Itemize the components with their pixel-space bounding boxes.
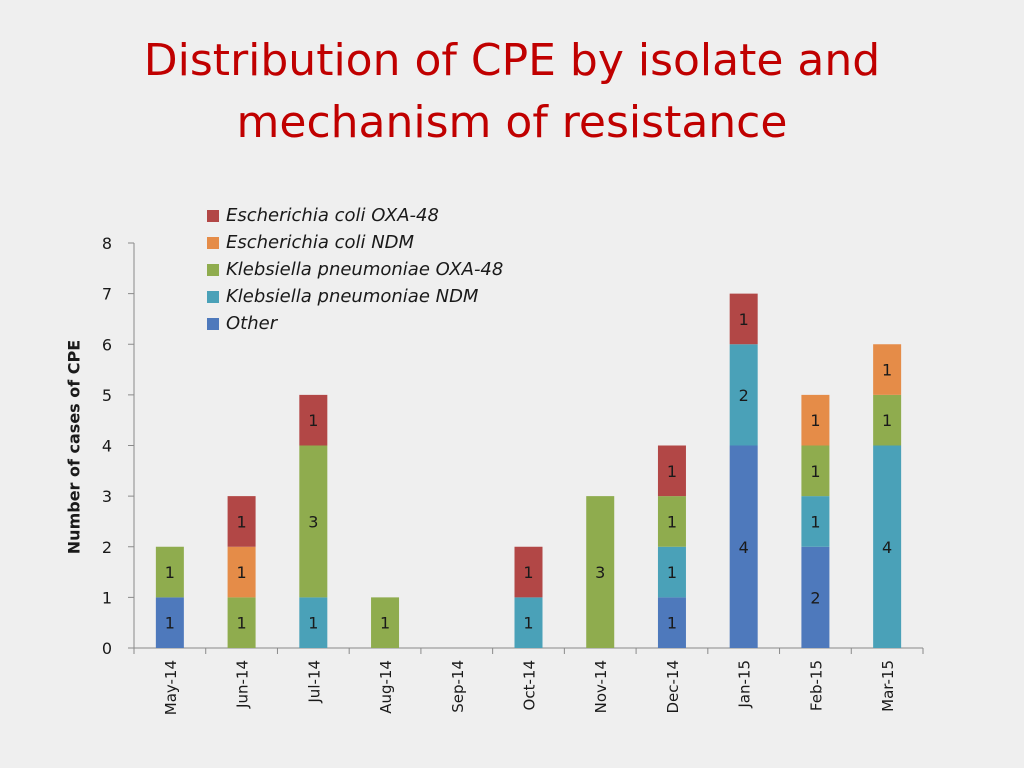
y-tick-label: 6 [102,335,112,354]
legend-swatch [207,290,219,303]
data-label: 1 [308,614,318,633]
x-tick-label: Mar-15 [879,660,897,712]
legend-label: Klebsiella pneumoniae OXA-48 [226,259,504,280]
x-tick-label: Nov-14 [592,660,610,713]
bar-segment [657,597,686,648]
bar-segment [729,445,758,648]
data-label: 1 [667,462,677,481]
bar-segment [801,546,830,648]
y-tick-label: 3 [102,487,112,506]
legend-item: Klebsiella pneumoniae NDM [207,283,503,310]
bar-segment [873,394,902,446]
bar-segment [227,496,256,547]
x-tick-label: Jun-14 [234,660,252,709]
y-tick-label: 0 [102,639,112,658]
bar-segment [227,546,256,598]
data-label: 1 [882,361,892,380]
bar-segment [801,394,830,446]
bar-segment [155,597,184,648]
y-tick-label: 5 [102,386,112,405]
data-label: 3 [308,512,318,531]
slide-title: Distribution of CPE by isolate and mecha… [0,30,1024,154]
data-label: 1 [165,614,175,633]
bar-segment [801,496,830,547]
bar-segment [371,597,400,648]
y-tick-label: 7 [102,285,112,304]
legend-swatch [207,317,219,330]
bar-segment [657,445,686,497]
data-label: 3 [595,563,605,582]
legend-item: Other [207,310,503,337]
bar-segment [873,344,902,395]
bar-segment [299,445,328,598]
bar-segment [514,597,543,648]
y-axis-title: Number of cases of CPE [64,339,84,555]
legend-item: Escherichia coli NDM [207,229,503,256]
data-label: 1 [523,563,533,582]
data-label: 1 [667,512,677,531]
y-tick-label: 2 [102,538,112,557]
bar-segment [657,546,686,598]
legend-label: Escherichia coli NDM [226,232,415,253]
bar-segment [155,546,184,598]
legend-label: Klebsiella pneumoniae NDM [226,286,479,307]
slide-title-line-1: Distribution of CPE by isolate and [143,35,881,86]
y-tick-label: 1 [102,588,112,607]
legend-item: Klebsiella pneumoniae OXA-48 [207,256,503,283]
data-label: 1 [667,563,677,582]
legend-swatch [207,263,219,276]
legend-item: Escherichia coli OXA-48 [207,202,503,229]
data-label: 4 [739,538,749,557]
bar-segment [299,597,328,648]
x-tick-label: Sep-14 [449,660,467,713]
legend-swatch [207,236,219,249]
legend-label: Other [226,313,278,334]
data-label: 1 [165,563,175,582]
x-tick-label: Oct-14 [521,660,539,710]
chart-legend: Escherichia coli OXA-48 Escherichia coli … [207,202,503,337]
data-label: 1 [380,614,390,633]
y-tick-label: 8 [102,234,112,253]
data-label: 4 [882,538,892,557]
bar-segment [514,546,543,598]
x-tick-label: Dec-14 [664,660,682,714]
legend-label: Escherichia coli OXA-48 [226,205,439,226]
data-label: 1 [739,310,749,329]
data-label: 1 [236,512,246,531]
bar-segment [729,344,758,446]
bar-segment [227,597,256,648]
data-label: 1 [810,411,820,430]
y-tick-label: 4 [102,437,112,456]
bar-segment [873,445,902,648]
data-label: 1 [882,411,892,430]
x-tick-label: Jul-14 [305,660,323,704]
data-label: 2 [810,588,820,607]
x-tick-label: May-14 [162,660,180,715]
x-tick-label: Aug-14 [377,660,395,714]
bar-segment [801,445,830,497]
data-label: 1 [810,512,820,531]
data-label: 1 [308,411,318,430]
legend-swatch [207,209,219,222]
bar-segment [586,496,615,648]
data-label: 1 [667,614,677,633]
bar-segment [729,293,758,345]
bar-segment [657,496,686,547]
data-label: 1 [523,614,533,633]
bar-segment [299,394,328,446]
data-label: 1 [810,462,820,481]
data-label: 1 [236,614,246,633]
x-tick-label: Jan-15 [736,660,754,709]
data-label: 1 [236,563,246,582]
x-tick-label: Feb-15 [807,660,825,711]
data-label: 2 [739,386,749,405]
slide-title-line-2: mechanism of resistance [236,97,788,148]
